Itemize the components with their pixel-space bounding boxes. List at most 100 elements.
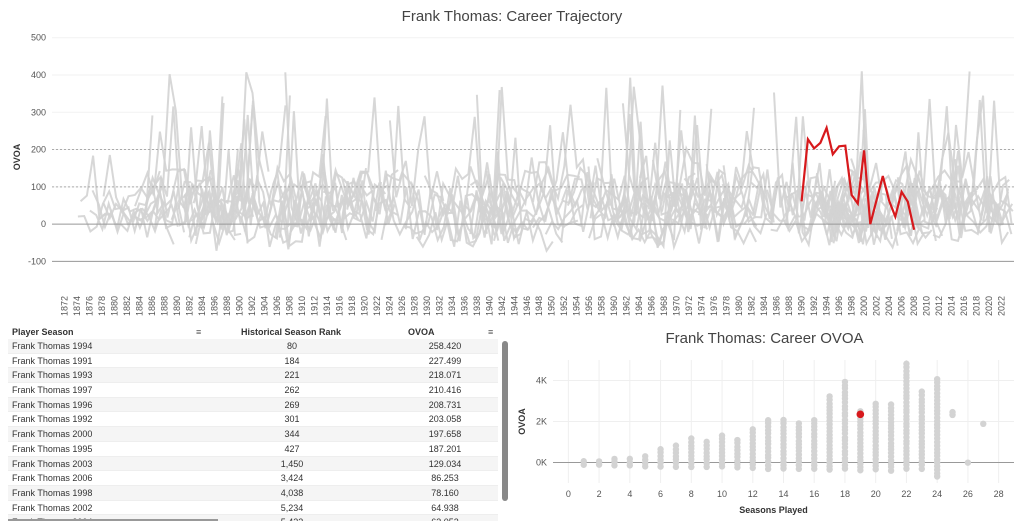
x-tick-label: 16 xyxy=(809,489,819,499)
header-player-season[interactable]: Player Season xyxy=(12,327,74,337)
y-tick-label: -100 xyxy=(28,256,46,266)
scatter-point xyxy=(626,455,634,463)
x-tick-label: 1876 xyxy=(84,296,94,316)
sort-icon[interactable]: ≡ xyxy=(196,327,202,337)
x-tick-label: 2006 xyxy=(897,296,907,316)
x-tick-label: 1906 xyxy=(272,296,282,316)
scatter-point xyxy=(811,416,818,424)
table-row[interactable]: Frank Thomas 1997 262 210.416 xyxy=(8,383,498,398)
horizontal-scrollbar[interactable] xyxy=(8,519,218,521)
x-tick-label: 1956 xyxy=(584,296,594,316)
table-row[interactable]: Frank Thomas 2006 3,424 86.253 xyxy=(8,471,498,486)
background-series-line xyxy=(423,90,501,217)
career-ovoa-chart: 0 2 4 6 8 10 12 14 16 18 20 22 24 26 284K2K0KOVOASeaso… xyxy=(517,360,1014,515)
x-tick-label: 1928 xyxy=(409,296,419,316)
y-tick-label: 100 xyxy=(31,182,46,192)
background-series-line xyxy=(930,124,1014,228)
x-tick-label: 1972 xyxy=(684,296,694,316)
cell-player: Frank Thomas 1998 xyxy=(12,487,93,498)
cell-ovoa: 258.420 xyxy=(428,341,462,351)
x-tick-label: 1990 xyxy=(797,296,807,316)
cell-ovoa: 218.071 xyxy=(428,370,462,381)
scatter-point xyxy=(872,400,879,407)
x-tick-label: 1992 xyxy=(809,296,819,316)
scatter-point xyxy=(734,436,741,444)
table-row[interactable]: Frank Thomas 2000 344 197.658 xyxy=(8,427,498,442)
table-row[interactable]: Frank Thomas 1996 269 208.731 xyxy=(8,397,498,413)
background-series-line xyxy=(621,103,649,199)
cell-ovoa: 210.416 xyxy=(428,385,462,396)
x-tick-label: 2010 xyxy=(922,296,932,316)
x-tick-label: 1872 xyxy=(59,296,69,316)
background-series-line xyxy=(588,198,677,248)
x-tick-label: 1908 xyxy=(284,296,294,316)
cell-rank: 427 xyxy=(284,443,300,454)
x-tick-label: 1884 xyxy=(134,296,144,316)
scatter-point xyxy=(887,401,895,408)
x-tick-label: 24 xyxy=(932,489,942,499)
background-series xyxy=(77,71,1014,253)
background-series-line xyxy=(671,189,723,227)
background-series-line xyxy=(485,170,519,212)
vertical-scrollbar[interactable] xyxy=(502,341,508,501)
y-tick-label: 200 xyxy=(31,145,46,155)
x-tick-label: 2 xyxy=(597,489,602,499)
header-ovoa[interactable]: OVOA xyxy=(408,327,435,337)
x-tick-label: 1964 xyxy=(634,296,644,316)
x-tick-label: 1958 xyxy=(597,296,607,316)
x-tick-label: 1894 xyxy=(197,296,207,316)
table-row[interactable]: Frank Thomas 1995 427 187.201 xyxy=(8,442,498,457)
cell-player: Frank Thomas 1993 xyxy=(12,370,93,381)
y-tick-label: 4K xyxy=(536,376,547,386)
cell-rank: 184 xyxy=(284,355,300,366)
table-body: Frank Thomas 1994 80 258.420 Frank Thomas 1… xyxy=(8,339,498,521)
x-tick-label: 1980 xyxy=(734,296,744,316)
table-row[interactable]: Frank Thomas 2003 1,450 129.034 xyxy=(8,456,498,472)
cell-player: Frank Thomas 2002 xyxy=(12,502,93,513)
background-series-line xyxy=(829,198,925,244)
background-series-line xyxy=(346,167,367,213)
highlight-series-line xyxy=(800,124,916,230)
table-row[interactable]: Frank Thomas 1994 80 258.420 xyxy=(8,339,498,354)
x-tick-label: 14 xyxy=(778,489,788,499)
scatter-point xyxy=(826,393,833,400)
x-tick-label: 2016 xyxy=(959,296,969,316)
y-tick-label: 300 xyxy=(31,107,46,117)
cell-player: Frank Thomas 2000 xyxy=(12,429,93,440)
scatter-point xyxy=(964,459,972,466)
background-series-line xyxy=(102,154,161,215)
scatter-point xyxy=(841,378,849,386)
x-tick-label: 2000 xyxy=(859,296,869,316)
sort-icon[interactable]: ≡ xyxy=(488,327,494,337)
cell-rank: 221 xyxy=(284,370,300,381)
x-tick-label: 1968 xyxy=(659,296,669,316)
career-trajectory-chart: OVOA 500 400 300 200 100 0 -100 1872 1874 1876 1878… xyxy=(12,33,1014,316)
table-row[interactable]: Frank Thomas 1993 221 218.071 xyxy=(8,368,498,384)
header-historical-season-rank[interactable]: Historical Season Rank xyxy=(241,327,342,337)
table-row[interactable]: Frank Thomas 1992 301 203.058 xyxy=(8,412,498,428)
background-series-line xyxy=(132,183,166,223)
x-tick-label: 1910 xyxy=(297,296,307,316)
background-series-line xyxy=(785,162,832,234)
table-row[interactable]: Frank Thomas 1991 184 227.499 xyxy=(8,354,498,369)
x-tick-label: 1974 xyxy=(697,296,707,316)
x-tick-label: 1934 xyxy=(447,296,457,316)
x-tick-label: 1912 xyxy=(309,296,319,316)
cell-ovoa: 197.658 xyxy=(428,429,462,440)
background-series-line xyxy=(483,137,554,253)
background-series-line xyxy=(516,165,581,216)
table-row[interactable]: Frank Thomas 2002 5,234 64.938 xyxy=(8,501,498,516)
cell-ovoa: 64.938 xyxy=(431,502,459,513)
x-tick-label: 2020 xyxy=(984,296,994,316)
background-series-line xyxy=(194,190,216,245)
cell-player: Frank Thomas 2003 xyxy=(12,458,93,469)
x-tick-label: 1952 xyxy=(559,296,569,316)
career-trajectory-title: Frank Thomas: Career Trajectory xyxy=(401,8,623,25)
x-tick-label: 1966 xyxy=(647,296,657,316)
table-row[interactable]: Frank Thomas 1998 4,038 78.160 xyxy=(8,485,498,501)
scatter-point xyxy=(672,442,680,449)
y-tick-label: 2K xyxy=(536,417,547,427)
x-tick-label: 1942 xyxy=(497,296,507,316)
cell-rank: 5,234 xyxy=(280,502,304,513)
cell-rank: 344 xyxy=(284,429,300,440)
